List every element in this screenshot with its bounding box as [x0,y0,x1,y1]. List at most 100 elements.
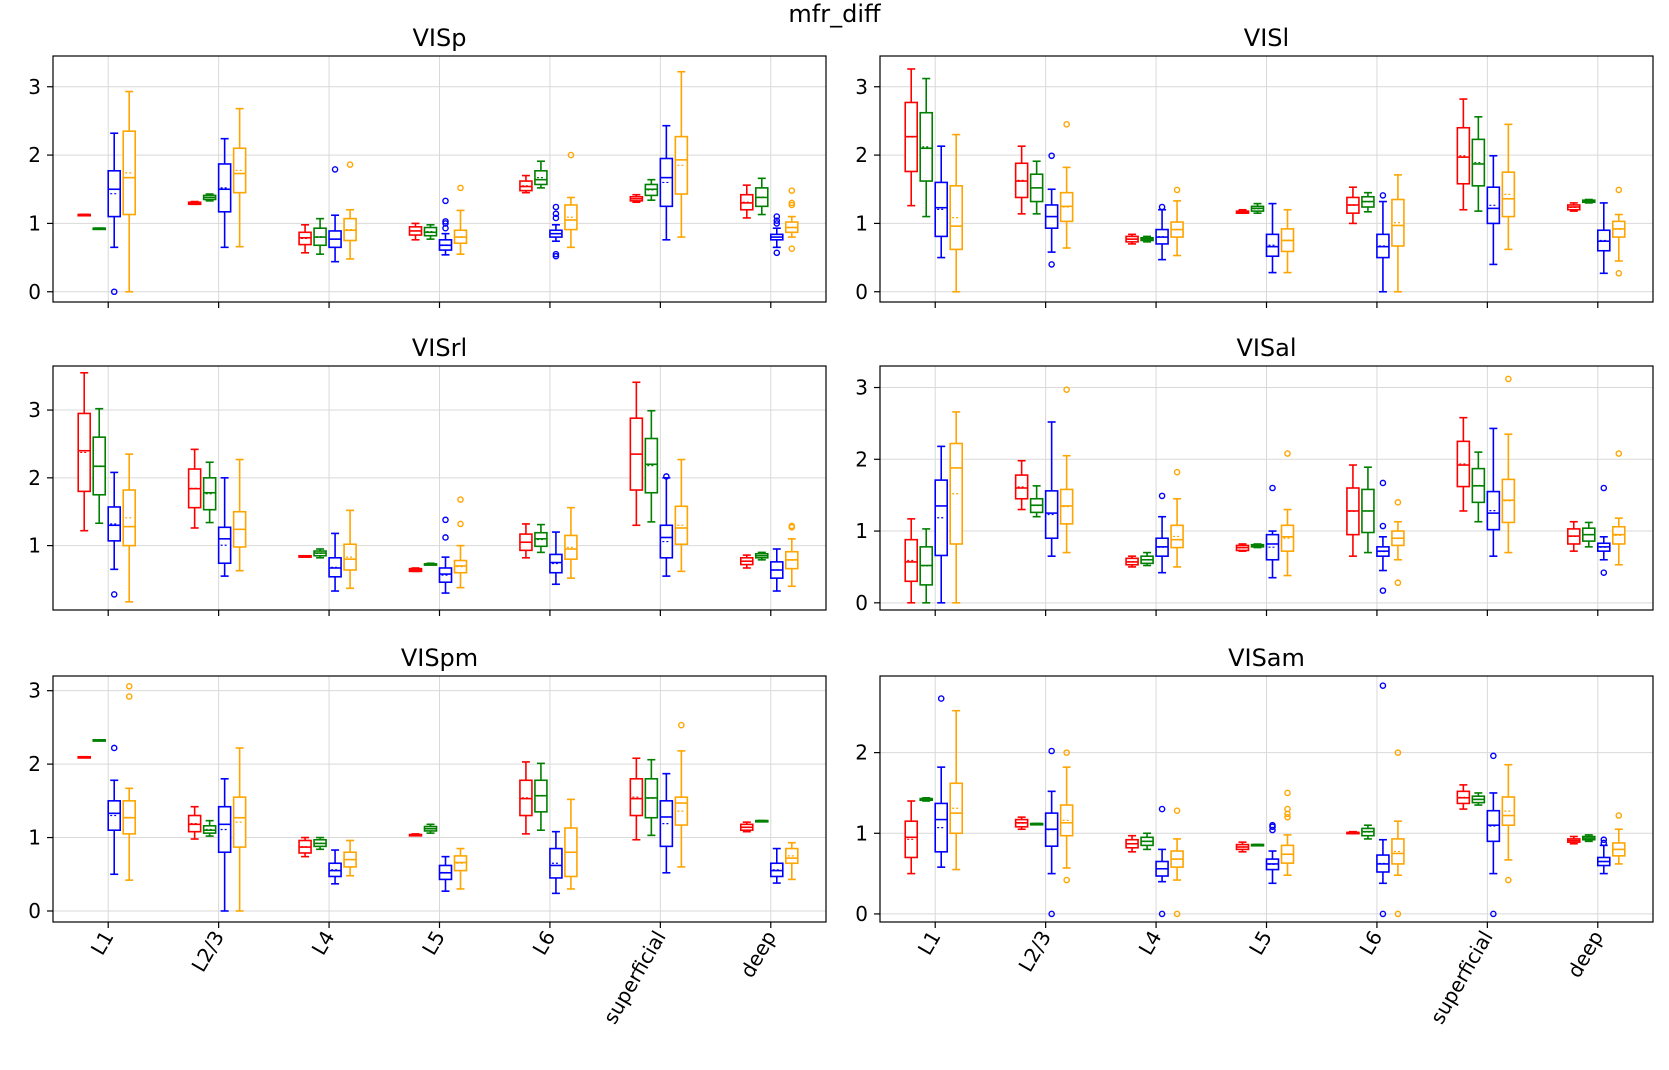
box-blue [549,531,563,586]
box-red [1014,459,1029,511]
panel-visp: 0 1 2 3 VISp [28,24,827,308]
box-blue [1265,202,1280,274]
box-orange [564,506,578,579]
box-green [1471,116,1486,212]
box-green [1250,843,1265,847]
box-red [904,68,919,207]
flier-point [552,203,560,211]
box-green [202,819,217,837]
box-red [1566,520,1581,552]
panel-title: VISrl [412,334,467,362]
ytick-label: 1 [28,534,41,558]
box-red [739,821,754,833]
flier-point [1379,682,1387,689]
flier-point [1490,910,1497,918]
flier-point [937,695,945,702]
box-blue [217,137,232,249]
box-red [1125,555,1139,568]
box-red [629,193,644,204]
box-blue [438,855,453,892]
box-red [1456,416,1471,512]
box-orange [122,90,137,293]
ytick-label: 1 [855,821,868,845]
box-red [1014,145,1029,215]
box-green [423,823,438,834]
box-orange [232,107,247,248]
box-blue [1155,492,1169,574]
box-orange [1501,123,1516,251]
box-green [92,227,107,231]
flier-point [552,214,560,222]
box-red [408,567,423,573]
box-red [1346,830,1360,835]
box-green [534,160,548,189]
flier-point [442,516,449,524]
box-blue [438,516,453,594]
box-red [1456,784,1471,810]
box-red [1346,186,1360,225]
flier-point [1379,192,1387,199]
panel-visal: 0 1 2 3 VISal [855,334,1654,616]
ytick-label: 3 [855,75,868,99]
box-orange [1501,763,1516,884]
box-orange [674,70,689,238]
panel-title: VISam [1228,644,1305,672]
box-orange [453,847,468,890]
ytick-label: 3 [28,398,41,422]
flier-point [1158,203,1166,211]
box-red [739,554,754,569]
box-blue [107,471,122,598]
xtick-label: L4 [307,927,340,960]
box-red [904,518,919,604]
flier-point [457,520,464,528]
flier-point [678,721,685,729]
box-orange [784,187,799,252]
box-blue [1155,203,1169,261]
flier-point [1394,910,1402,918]
xtick-label: superficial [1425,927,1497,1028]
box-orange [1170,807,1184,918]
flier-point [331,166,339,173]
flier-point [1379,479,1387,487]
box-orange [1059,749,1074,884]
box-green [1361,191,1375,213]
box-orange [1501,375,1516,554]
ytick-label: 0 [28,280,41,304]
box-blue [1486,427,1501,557]
box-blue [1376,479,1390,594]
flier-point [125,682,133,690]
ytick-label: 2 [28,752,41,776]
flier-point [110,744,118,752]
box-orange [453,496,468,589]
box-blue [1265,821,1280,885]
box-blue [107,132,122,296]
flier-point [1158,492,1166,500]
xtick-label: L1 [86,927,119,960]
box-blue [549,203,563,260]
box-blue [934,445,949,604]
box-orange [564,151,578,249]
box-blue [1044,421,1059,557]
box-red [519,523,533,559]
flier-point [1505,876,1512,884]
ytick-label: 0 [855,902,868,926]
box-red [77,371,92,532]
panel-visrl: 1 2 3 VISrl [28,334,827,616]
box-green [1029,822,1044,826]
box-orange [1170,186,1184,257]
box-blue [217,477,232,577]
box-red [187,805,202,840]
box-orange [453,184,468,255]
box-orange [949,709,964,871]
box-red [298,836,312,858]
box-red [1125,233,1139,245]
flier-point [1173,910,1181,918]
box-red [1125,834,1139,853]
box-green [1361,824,1375,840]
box-green [644,409,659,523]
box-blue [1486,752,1501,918]
box-green [1581,198,1596,204]
box-red [187,200,202,206]
box-blue [1044,747,1059,918]
